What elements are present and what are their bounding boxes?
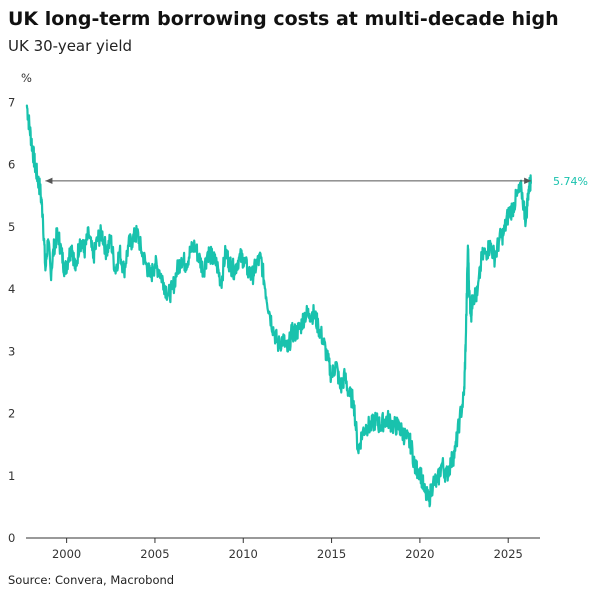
x-tick-label: 2020 xyxy=(405,547,434,561)
y-tick-label: 3 xyxy=(8,344,15,358)
source-note: Source: Convera, Macrobond xyxy=(8,573,175,587)
y-tick-label: 6 xyxy=(8,158,15,172)
x-tick-label: 2025 xyxy=(494,547,523,561)
series-line-uk-30y-yield xyxy=(25,104,532,508)
y-tick-label: 7 xyxy=(8,95,15,109)
y-axis: 0 1 2 3 4 5 6 7 xyxy=(8,95,15,545)
x-axis: 2000 2005 2010 2015 2020 2025 xyxy=(52,538,523,561)
y-axis-unit-label: % xyxy=(21,71,32,85)
x-tick-label: 2010 xyxy=(229,547,258,561)
y-tick-label: 5 xyxy=(8,220,15,234)
x-tick-label: 2005 xyxy=(140,547,169,561)
y-tick-label: 0 xyxy=(8,531,15,545)
chart-subtitle: UK 30-year yield xyxy=(8,37,133,55)
y-tick-label: 2 xyxy=(8,407,15,421)
x-tick-label: 2000 xyxy=(52,547,81,561)
chart-title: UK long-term borrowing costs at multi-de… xyxy=(8,8,559,30)
x-tick-label: 2015 xyxy=(317,547,346,561)
y-tick-label: 1 xyxy=(8,469,15,483)
end-value-label: 5.74% xyxy=(553,175,588,188)
y-tick-label: 4 xyxy=(8,282,15,296)
